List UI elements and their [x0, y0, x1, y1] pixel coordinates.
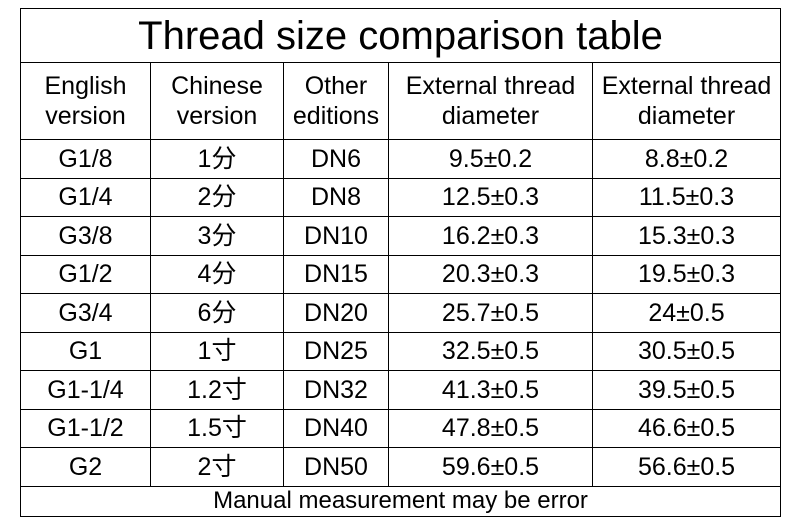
cell: 32.5±0.5	[388, 331, 593, 371]
data-row: G2 2寸 DN50 59.6±0.5 56.6±0.5	[20, 447, 782, 487]
cell: 1.5寸	[150, 408, 284, 448]
cell: 30.5±0.5	[591, 331, 782, 371]
cell: 20.3±0.3	[388, 254, 593, 294]
cell: 1寸	[150, 331, 284, 371]
cell: G1/2	[20, 254, 151, 294]
data-row: G1 1寸 DN25 32.5±0.5 30.5±0.5	[20, 331, 782, 371]
cell: 11.5±0.3	[591, 177, 782, 217]
cell: 6分	[150, 293, 284, 333]
cell: 56.6±0.5	[591, 447, 782, 487]
table-body: Thread size comparison table English ver…	[19, 8, 782, 517]
data-row: G1/4 2分 DN8 12.5±0.3 11.5±0.3	[20, 177, 782, 217]
cell: 59.6±0.5	[388, 447, 593, 487]
footer-note: Manual measurement may be error	[19, 485, 782, 517]
cell: 41.3±0.5	[388, 370, 593, 410]
cell: DN10	[283, 216, 389, 256]
cell: 47.8±0.5	[388, 408, 593, 448]
cell: DN32	[283, 370, 389, 410]
cell: DN25	[283, 331, 389, 371]
cell: 2寸	[150, 447, 284, 487]
cell: DN8	[283, 177, 389, 217]
data-row: G1/8 1分 DN6 9.5±0.2 8.8±0.2	[20, 139, 782, 179]
header-cell: English version	[20, 62, 151, 140]
header-row: English version Chinese version Other edit…	[20, 62, 782, 140]
cell: DN15	[283, 254, 389, 294]
title-row: Thread size comparison table	[19, 8, 782, 63]
cell: DN50	[283, 447, 389, 487]
cell: 24±0.5	[591, 293, 782, 333]
cell: G1/4	[20, 177, 151, 217]
cell: G1-1/2	[20, 408, 151, 448]
cell: 2分	[150, 177, 284, 217]
cell: G3/8	[20, 216, 151, 256]
cell: G1	[20, 331, 151, 371]
cell: G1/8	[20, 139, 151, 179]
data-row: G1/2 4分 DN15 20.3±0.3 19.5±0.3	[20, 254, 782, 294]
header-cell: Chinese version	[150, 62, 284, 140]
header-cell: External thread diameter	[591, 62, 782, 140]
cell: 46.6±0.5	[591, 408, 782, 448]
table-title: Thread size comparison table	[19, 8, 782, 63]
header-cell: External thread diameter	[388, 62, 593, 140]
cell: 1.2寸	[150, 370, 284, 410]
header-cell: Other editions	[283, 62, 389, 140]
cell: 3分	[150, 216, 284, 256]
cell: DN6	[283, 139, 389, 179]
cell: G1-1/4	[20, 370, 151, 410]
cell: 16.2±0.3	[388, 216, 593, 256]
cell: 9.5±0.2	[388, 139, 593, 179]
data-row: G3/4 6分 DN20 25.7±0.5 24±0.5	[20, 293, 782, 333]
cell: 15.3±0.3	[591, 216, 782, 256]
thread-table: Thread size comparison table English ver…	[19, 8, 782, 517]
cell: 39.5±0.5	[591, 370, 782, 410]
footer-row: Manual measurement may be error	[19, 485, 782, 517]
data-row: G1-1/4 1.2寸 DN32 41.3±0.5 39.5±0.5	[20, 370, 782, 410]
cell: DN40	[283, 408, 389, 448]
cell: 19.5±0.3	[591, 254, 782, 294]
cell: 4分	[150, 254, 284, 294]
data-row: G1-1/2 1.5寸 DN40 47.8±0.5 46.6±0.5	[20, 408, 782, 448]
cell: 12.5±0.3	[388, 177, 593, 217]
cell: G3/4	[20, 293, 151, 333]
cell: DN20	[283, 293, 389, 333]
cell: G2	[20, 447, 151, 487]
cell: 25.7±0.5	[388, 293, 593, 333]
cell: 8.8±0.2	[591, 139, 782, 179]
data-row: G3/8 3分 DN10 16.2±0.3 15.3±0.3	[20, 216, 782, 256]
cell: 1分	[150, 139, 284, 179]
